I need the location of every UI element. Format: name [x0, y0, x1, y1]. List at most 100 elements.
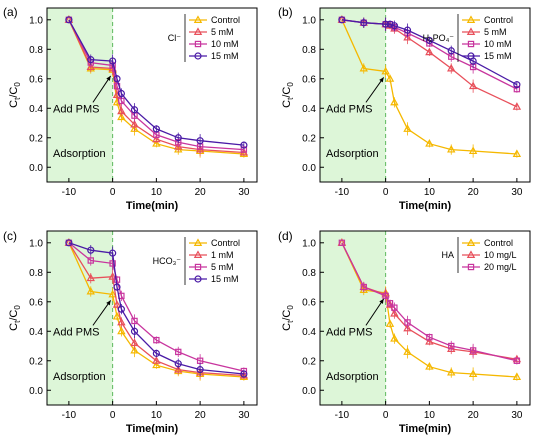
legend-entry: Control — [211, 238, 240, 248]
data-point — [403, 347, 412, 355]
legend-entry: 20 mg/L — [484, 262, 517, 272]
data-point — [239, 149, 249, 157]
arrow-head — [106, 75, 111, 81]
y-tick-label: 0.2 — [302, 356, 316, 367]
arrow-shaft — [365, 77, 385, 103]
plot-frame — [46, 230, 258, 406]
panel-c: -10 0 10 20 30 0.0 0.2 0.4 0.6 0.8 1.0 Time(min) Ct/… — [3, 229, 258, 435]
x-axis-label: Time(min) — [126, 423, 179, 435]
data-point — [512, 149, 522, 157]
data-point — [466, 250, 476, 258]
data-point — [196, 137, 204, 145]
series-line — [341, 19, 517, 155]
adsorption-label: Adsorption — [326, 148, 379, 160]
data-point — [469, 347, 477, 354]
legend-title: HA — [441, 250, 454, 260]
x-tick-label: 10 — [424, 410, 436, 421]
arrow-head — [379, 298, 384, 304]
adsorption-label: Adsorption — [53, 371, 106, 383]
add-pms-label: Add PMS — [326, 327, 372, 339]
y-tick-label: 0.6 — [302, 74, 316, 85]
data-point — [381, 66, 390, 75]
data-point — [152, 125, 160, 133]
adsorption-region — [47, 8, 113, 182]
data-point — [130, 338, 139, 347]
x-tick-label: 10 — [151, 187, 163, 198]
x-tick-label: 10 — [424, 187, 436, 198]
x-tick-label: 0 — [110, 410, 116, 421]
data-point — [86, 62, 95, 70]
data-point — [239, 370, 249, 379]
legend-entry: 15 mM — [211, 274, 239, 284]
data-point — [512, 372, 522, 380]
legend-title: Cl⁻ — [168, 33, 181, 43]
panel-a: -10 0 10 20 30 0.0 0.2 0.4 0.6 0.8 1.0 Time(min) Ct/… — [3, 5, 258, 212]
data-point — [240, 370, 248, 378]
legend-entry: 10 mM — [211, 39, 239, 49]
data-point — [152, 134, 161, 143]
y-tick-label: 0.6 — [29, 297, 43, 308]
adsorption-label: Adsorption — [326, 371, 379, 383]
series-line — [68, 19, 244, 151]
series-line — [68, 242, 244, 377]
x-tick-label: 30 — [238, 410, 250, 421]
x-tick-label: 20 — [195, 410, 207, 421]
data-point — [338, 239, 346, 246]
data-point — [117, 317, 126, 326]
data-point — [194, 263, 202, 271]
data-point — [153, 336, 160, 344]
y-tick-label: 0.2 — [29, 133, 43, 144]
arrow-shaft — [365, 298, 385, 326]
data-point — [466, 27, 476, 36]
y-tick-label: 0.0 — [29, 163, 43, 174]
data-point — [512, 102, 522, 110]
panel-label: (a) — [3, 5, 18, 19]
data-point — [467, 40, 475, 48]
data-point — [152, 139, 161, 147]
series-3 — [65, 16, 248, 149]
data-point — [113, 75, 121, 83]
y-tick-label: 0.2 — [29, 356, 43, 367]
data-point — [513, 81, 521, 89]
series-2 — [65, 239, 248, 375]
data-point — [447, 63, 456, 72]
series-3 — [65, 239, 248, 378]
data-point — [447, 47, 455, 55]
data-point — [468, 369, 478, 378]
legend-title: H₂PO₄⁻ — [423, 33, 455, 43]
data-point — [403, 26, 412, 34]
data-point — [193, 250, 203, 258]
data-point — [386, 300, 394, 307]
data-point — [425, 47, 434, 56]
data-point — [194, 40, 202, 48]
data-point — [385, 319, 395, 327]
series-line — [68, 242, 245, 372]
data-point — [466, 238, 476, 246]
y-tick-label: 0.8 — [302, 45, 316, 56]
series-3 — [338, 16, 521, 89]
data-point — [112, 300, 122, 308]
data-point — [108, 289, 117, 298]
y-tick-label: 0.8 — [302, 268, 316, 279]
data-point — [467, 52, 475, 60]
series-line — [68, 19, 244, 155]
legend-entry: 5 mM — [211, 27, 234, 37]
data-point — [193, 238, 203, 246]
y-tick-label: 0.0 — [302, 386, 316, 397]
legend-entry: 1 mM — [211, 250, 234, 260]
panel-label: (c) — [3, 229, 17, 243]
legend-entry: Control — [484, 15, 513, 25]
add-pms-label: Add PMS — [53, 327, 99, 339]
data-point — [194, 275, 202, 283]
data-point — [467, 263, 475, 271]
data-point — [513, 357, 521, 364]
data-point — [447, 144, 456, 153]
x-axis-label: Time(min) — [126, 200, 179, 212]
data-point — [425, 36, 433, 45]
data-point — [117, 326, 126, 335]
legend-entry: 15 mM — [484, 51, 512, 61]
y-tick-label: 0.4 — [29, 327, 43, 338]
series-line — [341, 242, 518, 360]
legend-entry: Control — [211, 15, 240, 25]
